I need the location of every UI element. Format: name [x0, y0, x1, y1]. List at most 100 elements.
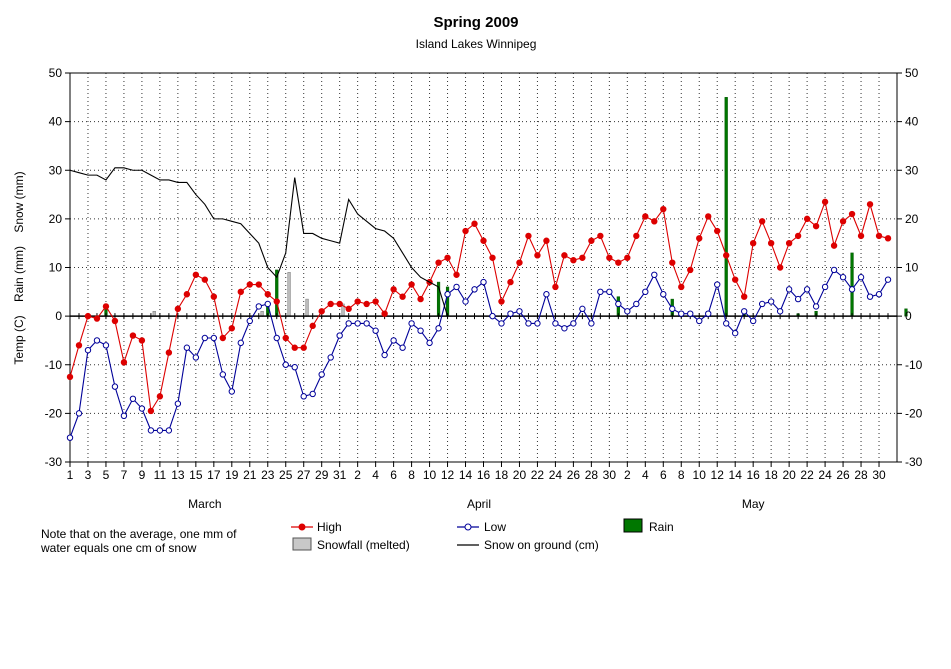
x-tick-label: 15	[189, 468, 203, 482]
x-tick-label: 29	[315, 468, 329, 482]
low-temp-point	[408, 320, 415, 327]
low-temp-point	[588, 320, 595, 327]
low-temp-point	[597, 288, 604, 296]
high-temp-point	[201, 276, 209, 283]
high-temp-point	[165, 349, 173, 356]
high-temp-point	[318, 308, 325, 315]
legend-item-high: High	[291, 520, 342, 534]
x-tick-label: 30	[872, 468, 886, 482]
high-temp-point	[399, 293, 406, 300]
low-temp-point	[237, 339, 244, 347]
chart-subtitle: Island Lakes Winnipeg	[416, 37, 537, 51]
high-temp-point	[462, 227, 469, 235]
high-temp-point	[336, 300, 343, 308]
x-tick-label: 25	[279, 468, 293, 482]
x-tick-label: 20	[513, 468, 527, 482]
low-temp-point	[785, 286, 793, 293]
x-tick-label: 19	[225, 468, 239, 482]
low-temp-point	[390, 337, 397, 344]
y-tick-label-left: 0	[55, 309, 62, 323]
x-tick-label: 9	[139, 468, 146, 482]
high-temp-point	[300, 344, 307, 351]
high-temp-point	[588, 237, 595, 244]
low-temp-point	[138, 405, 146, 412]
high-temp-point	[471, 220, 478, 227]
x-tick-label: 3	[85, 468, 92, 482]
low-temp-point	[758, 300, 766, 308]
low-temp-point	[803, 286, 811, 293]
high-temp-point	[192, 271, 200, 278]
low-temp-point	[606, 288, 613, 296]
low-temp-point	[848, 286, 856, 293]
x-tick-label: 31	[333, 468, 347, 482]
low-temp-point	[767, 298, 775, 305]
high-temp-point	[237, 288, 244, 296]
low-temp-point	[201, 334, 209, 342]
y-tick-label-right: 40	[905, 115, 919, 129]
low-temp-point	[642, 288, 649, 296]
low-temp-line	[69, 269, 889, 438]
low-temp-point	[453, 283, 460, 291]
low-temp-point	[291, 363, 298, 371]
high-temp-point	[570, 257, 577, 264]
high-temp-point	[731, 276, 739, 283]
low-temp-point	[426, 339, 433, 347]
high-temp-point	[705, 213, 712, 220]
low-temp-point	[740, 308, 748, 315]
high-temp-point	[696, 235, 703, 242]
y-axis-label: Temp (C) Rain (mm) Snow (mm)	[12, 171, 26, 364]
high-temp-point	[489, 254, 496, 261]
x-tick-label: 27	[297, 468, 311, 482]
high-temp-point	[803, 215, 811, 223]
low-temp-point	[327, 354, 334, 361]
high-temp-point	[875, 232, 883, 240]
low-temp-point	[255, 303, 262, 310]
high-temp-point	[624, 254, 631, 261]
high-temp-point	[129, 332, 137, 339]
low-temp-point	[498, 320, 505, 327]
y-tick-label-left: 30	[49, 163, 63, 177]
high-temp-point	[687, 266, 694, 274]
bars	[104, 97, 908, 317]
x-tick-label: 8	[408, 468, 415, 482]
high-temp-point	[812, 222, 820, 230]
low-temp-point	[66, 434, 74, 441]
low-temp-point	[749, 317, 757, 325]
x-tick-label: 24	[818, 468, 832, 482]
high-temp-point	[606, 254, 613, 261]
x-tick-label: 28	[585, 468, 599, 482]
low-temp-point	[345, 320, 352, 327]
high-temp-point	[660, 205, 667, 213]
high-temp-point	[219, 334, 227, 342]
high-temp-point	[669, 259, 676, 266]
y-tick-label-right: 50	[905, 66, 919, 80]
low-temp-point	[543, 291, 550, 298]
high-temp-point	[174, 305, 182, 313]
low-temp-point	[489, 312, 496, 320]
y-tick-label-left: 40	[49, 115, 63, 129]
low-temp-point	[318, 371, 325, 378]
x-tick-label: 17	[207, 468, 221, 482]
low-temp-point	[282, 361, 289, 368]
high-temp-point	[839, 218, 847, 225]
low-temp-point	[615, 300, 622, 308]
footnote-line-2: water equals one cm of snow	[41, 541, 197, 555]
high-temp-point	[821, 198, 829, 206]
high-temp-point	[785, 239, 793, 247]
snowfall-swatch-icon	[292, 537, 312, 551]
snowfall-bar	[287, 272, 291, 317]
high-temp-point	[291, 344, 298, 351]
x-tick-label: 2	[624, 468, 631, 482]
x-tick-label: 22	[531, 468, 545, 482]
high-temp-point	[111, 317, 119, 325]
x-tick-label: 4	[372, 468, 379, 482]
low-temp-point	[273, 334, 280, 342]
high-temp-point	[498, 298, 505, 305]
low-temp-point	[857, 274, 865, 281]
low-temp-point	[705, 310, 712, 317]
high-temp-point	[758, 218, 766, 225]
high-temp-point	[327, 300, 334, 308]
y-tick-label-left: 10	[49, 261, 63, 275]
high-temp-point	[794, 232, 802, 240]
low-temp-point	[839, 274, 847, 281]
